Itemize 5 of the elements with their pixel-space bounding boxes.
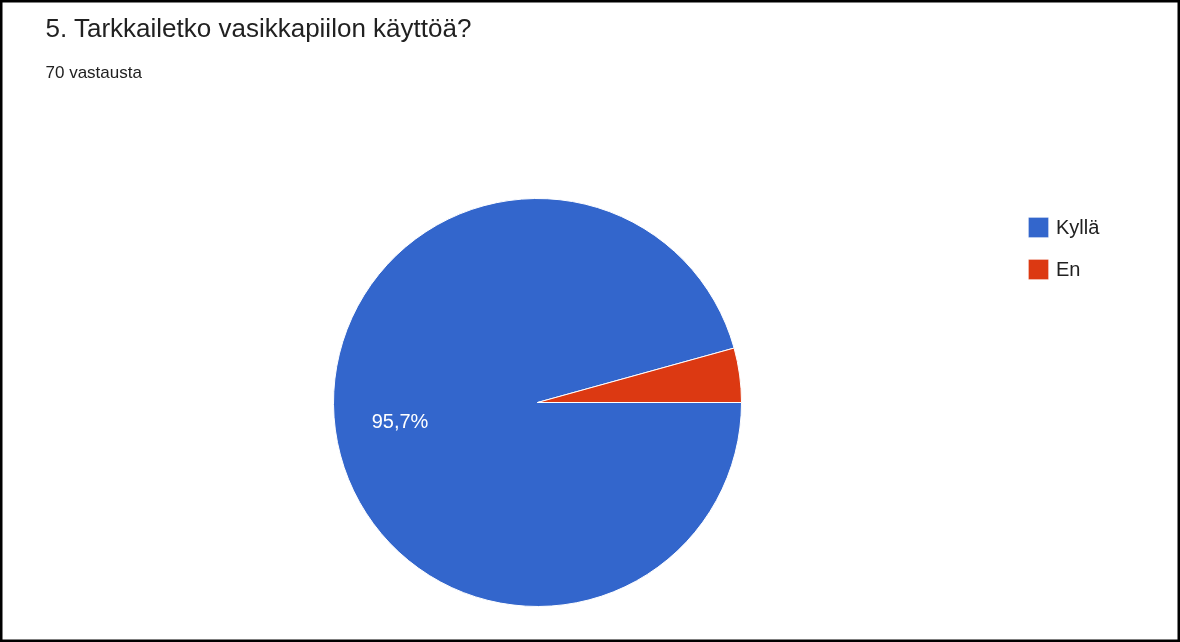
- chart-title: 5. Tarkkailetko vasikkapiilon käyttöä?: [45, 12, 472, 43]
- legend-label: Kyllä: [1056, 215, 1100, 239]
- legend-label: En: [1056, 257, 1081, 281]
- data-label: 95,7%: [371, 410, 429, 433]
- text: 70 vastausta: [45, 63, 143, 82]
